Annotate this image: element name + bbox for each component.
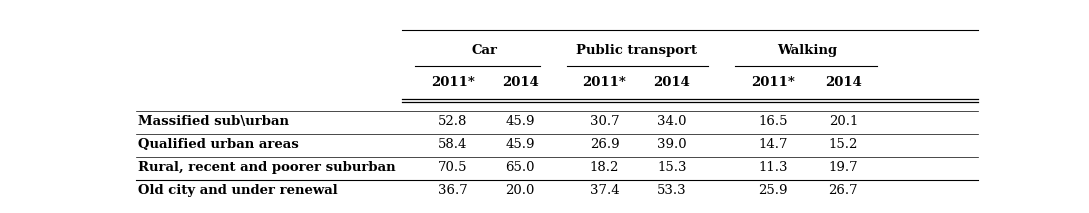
Text: 39.0: 39.0 xyxy=(658,138,687,151)
Text: 2014: 2014 xyxy=(653,76,690,89)
Text: Massified sub\urban: Massified sub\urban xyxy=(138,115,289,128)
Text: 2014: 2014 xyxy=(825,76,861,89)
Text: 25.9: 25.9 xyxy=(759,184,788,197)
Text: 70.5: 70.5 xyxy=(438,161,467,174)
Text: Rural, recent and poorer suburban: Rural, recent and poorer suburban xyxy=(138,161,395,174)
Text: Walking: Walking xyxy=(778,45,837,58)
Text: 16.5: 16.5 xyxy=(759,115,788,128)
Text: 26.9: 26.9 xyxy=(590,138,620,151)
Text: 2011*: 2011* xyxy=(751,76,795,89)
Text: 34.0: 34.0 xyxy=(658,115,687,128)
Text: 2014: 2014 xyxy=(502,76,539,89)
Text: 2011*: 2011* xyxy=(583,76,626,89)
Text: 65.0: 65.0 xyxy=(505,161,535,174)
Text: 14.7: 14.7 xyxy=(759,138,788,151)
Text: 37.4: 37.4 xyxy=(590,184,620,197)
Text: 19.7: 19.7 xyxy=(829,161,858,174)
Text: 18.2: 18.2 xyxy=(590,161,620,174)
Text: 20.0: 20.0 xyxy=(505,184,535,197)
Text: 2011*: 2011* xyxy=(430,76,475,89)
Text: 15.3: 15.3 xyxy=(658,161,687,174)
Text: Qualified urban areas: Qualified urban areas xyxy=(138,138,298,151)
Text: 26.7: 26.7 xyxy=(829,184,858,197)
Text: 20.1: 20.1 xyxy=(829,115,858,128)
Text: 36.7: 36.7 xyxy=(438,184,467,197)
Text: 58.4: 58.4 xyxy=(438,138,467,151)
Text: 52.8: 52.8 xyxy=(438,115,467,128)
Text: 45.9: 45.9 xyxy=(505,115,535,128)
Text: 53.3: 53.3 xyxy=(658,184,687,197)
Text: 11.3: 11.3 xyxy=(759,161,788,174)
Text: Old city and under renewal: Old city and under renewal xyxy=(138,184,338,197)
Text: 30.7: 30.7 xyxy=(590,115,620,128)
Text: 15.2: 15.2 xyxy=(829,138,858,151)
Text: 45.9: 45.9 xyxy=(505,138,535,151)
Text: Public transport: Public transport xyxy=(576,45,697,58)
Text: Car: Car xyxy=(472,45,498,58)
